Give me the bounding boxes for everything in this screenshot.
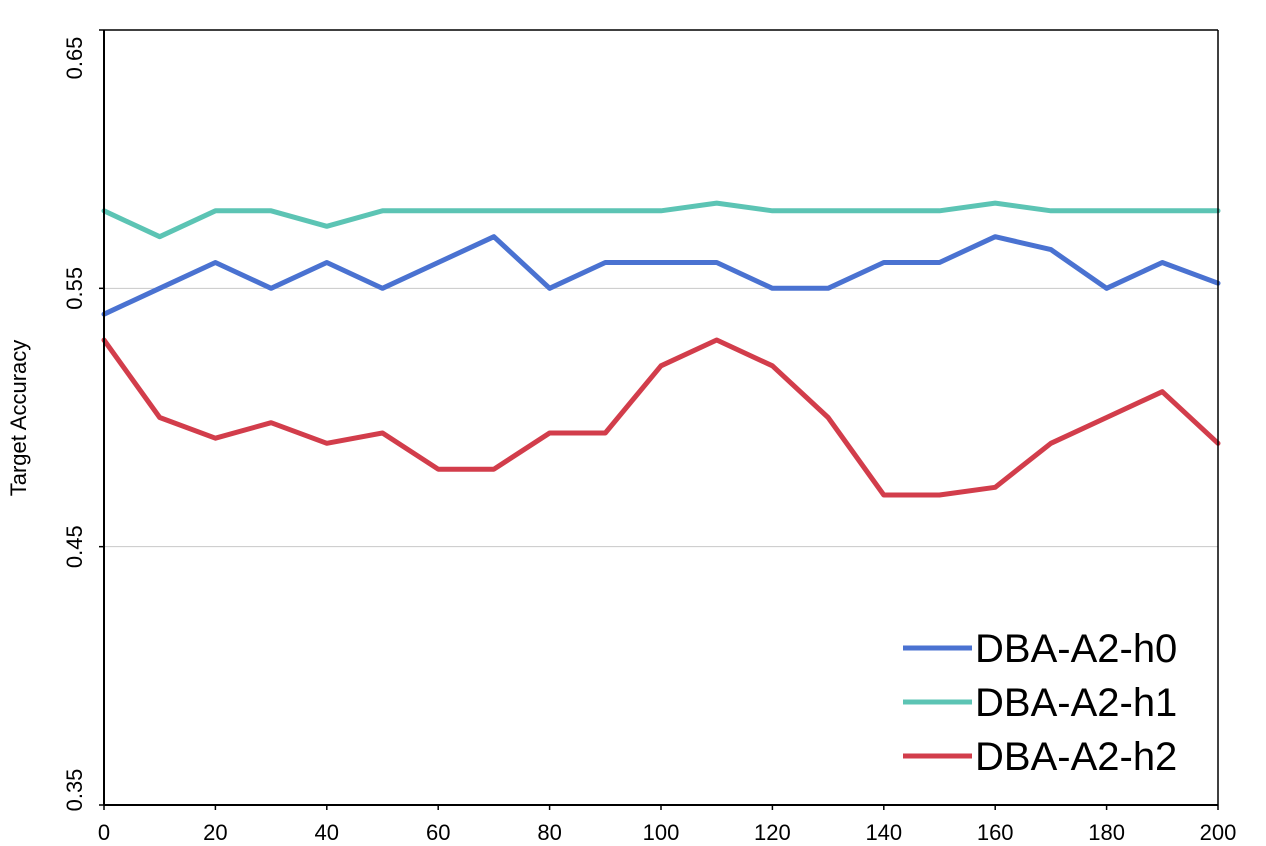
x-tick-label: 200 xyxy=(1200,820,1237,845)
x-tick-label: 80 xyxy=(537,820,561,845)
series-line-1 xyxy=(101,200,1221,240)
legend-label-2: DBA-A2-h2 xyxy=(975,735,1177,779)
series-line-2 xyxy=(101,337,1221,498)
legend-label-1: DBA-A2-h1 xyxy=(975,681,1177,725)
y-tick-label: 0.65 xyxy=(62,37,87,80)
x-tick-label: 0 xyxy=(98,820,110,845)
x-tick-label: 180 xyxy=(1088,820,1125,845)
x-tick-label: 20 xyxy=(203,820,227,845)
legend: DBA-A2-h0 DBA-A2-h1 DBA-A2-h2 xyxy=(903,627,1177,779)
x-tick-label: 40 xyxy=(315,820,339,845)
y-tick-labels: 0.35 0.45 0.55 0.65 xyxy=(62,29,104,812)
series-lines xyxy=(101,200,1221,498)
x-tick-label: 120 xyxy=(754,820,791,845)
x-tick-label: 140 xyxy=(865,820,902,845)
y-axis-label: Target Accuracy xyxy=(6,340,31,497)
y-tick-label: 0.55 xyxy=(62,267,87,310)
x-tick-labels: 0 20 40 60 80 100 120 140 160 180 200 xyxy=(98,805,1236,845)
y-tick-label: 0.45 xyxy=(62,525,87,568)
grid-lines xyxy=(104,287,1218,548)
x-tick-label: 160 xyxy=(977,820,1014,845)
y-tick-label: 0.35 xyxy=(62,769,87,812)
series-line-0 xyxy=(101,234,1221,317)
x-tick-label: 60 xyxy=(426,820,450,845)
legend-label-0: DBA-A2-h0 xyxy=(975,627,1177,671)
x-tick-label: 100 xyxy=(643,820,680,845)
